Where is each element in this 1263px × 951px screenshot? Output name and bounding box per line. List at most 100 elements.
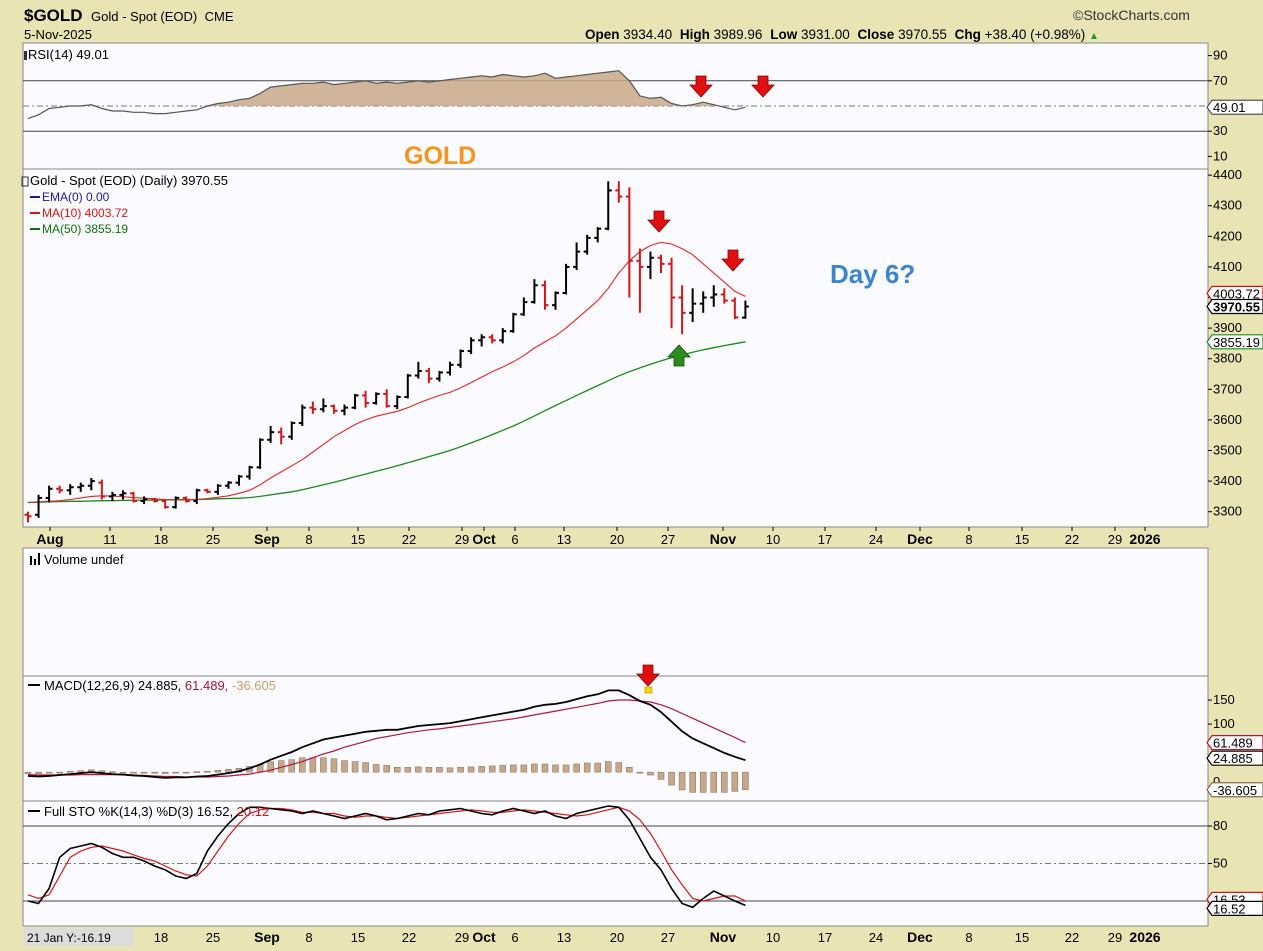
sto-k-tag-box (1206, 900, 1263, 916)
rsi-line (27, 70, 746, 120)
macd-histogram-bar (415, 766, 422, 773)
x-tick-label: 13 (557, 532, 571, 547)
ma10-legend: MA(10) 4003.72 (42, 206, 128, 220)
x-tick-label-bottom: 25 (206, 930, 220, 945)
price-tick-label: 3800 (1213, 351, 1242, 366)
x-tick-label: 25 (206, 532, 220, 547)
macd-histogram-bar (594, 762, 601, 773)
rsi-down-arrow-icon (689, 75, 713, 98)
price-tick-label: 3600 (1213, 412, 1242, 427)
sto-chart: 80 50 (23, 805, 1227, 909)
readout-box (24, 928, 134, 946)
x-axis: Aug111118182525SepSep88151522222929OctOc… (36, 527, 1161, 945)
bar-chart-icon (21, 176, 29, 187)
x-tick-label-bottom: 6 (511, 930, 518, 945)
x-tick-label-bottom: 22 (1065, 930, 1079, 945)
high-value: 3989.96 (713, 27, 763, 42)
price-tick-label: 4300 (1213, 198, 1242, 213)
macd-histogram-bar (299, 757, 306, 773)
macd-legend-a: MACD(12,26,9) 24.885, (44, 678, 181, 693)
close-value-tag-text: 3970.55 (1213, 300, 1260, 315)
high-label: High (679, 27, 710, 42)
macd-histogram-bar (372, 764, 380, 773)
sto-legend-a: Full STO %K(14,3) %D(3) 16.52, (44, 804, 233, 819)
x-tick-label: 29 (1108, 532, 1122, 547)
macd-histogram-bar (362, 762, 369, 773)
rsi-value-tag-box (1206, 99, 1263, 115)
rsi-chart: 9070503010 (23, 48, 1227, 163)
macd-histogram-bar (140, 771, 148, 774)
price-up-arrow-icon (667, 344, 691, 367)
x-tick-label-bottom: 18 (154, 930, 168, 945)
macd-histogram-bar (351, 761, 359, 773)
volume-icon (34, 559, 36, 565)
macd-value-tag-text: 24.885 (1213, 751, 1253, 766)
close-value: 3970.55 (898, 27, 947, 42)
x-tick-label: Sep (254, 531, 280, 547)
x-tick-label-bottom: 29 (1108, 930, 1122, 945)
macd-histogram-bar (330, 758, 338, 773)
symbol[interactable]: $GOLD (24, 6, 83, 25)
sto-k-line (27, 805, 746, 909)
x-tick-label: Nov (710, 531, 737, 547)
x-tick-label: 22 (402, 532, 416, 547)
ma10-value-tag-text: 4003.72 (1213, 286, 1260, 301)
macd-histogram-bar (77, 770, 84, 773)
x-tick-label-bottom: Nov (710, 929, 737, 945)
macd-histogram-bar (288, 759, 295, 773)
macd-panel (22, 675, 1209, 802)
sto-tick-label: 80 (1213, 818, 1227, 833)
x-tick-label-bottom: 8 (305, 930, 312, 945)
macd-legend-b: 61.489, (181, 678, 228, 693)
chg-label: Chg (954, 27, 981, 42)
macd-histogram-bar (309, 757, 317, 773)
macd-histogram-bar (35, 771, 42, 774)
rsi-tick-label: 30 (1213, 123, 1227, 138)
price-down-arrow-icon (647, 210, 671, 233)
macd-histogram-bar (119, 771, 127, 774)
ema-legend: EMA(0) 0.00 (42, 190, 110, 204)
x-tick-label-bottom: 29 (455, 930, 469, 945)
chart-header: $GOLD Gold - Spot (EOD) CME (24, 6, 234, 26)
x-tick-label: 29 (455, 532, 469, 547)
x-tick-label-bottom: 24 (869, 930, 883, 945)
rsi-tick-label: 10 (1213, 148, 1227, 163)
up-triangle-icon: ▲ (1089, 31, 1099, 42)
copyright[interactable]: ©StockCharts.com (1073, 7, 1190, 23)
x-tick-label: 22 (1065, 532, 1079, 547)
x-tick-label: 17 (818, 532, 832, 547)
macd-histogram-bar (488, 765, 496, 773)
macd-histogram-bar (66, 770, 74, 773)
x-tick-label: 11 (103, 532, 117, 547)
x-tick-label-bottom: 2026 (1129, 929, 1160, 945)
macd-histogram-bar (583, 762, 591, 773)
price-tick-label: 3700 (1213, 381, 1242, 396)
price-tick-label: 4200 (1213, 228, 1242, 243)
macd-histogram-bar (615, 762, 623, 773)
ma10-value-tag-box (1206, 285, 1263, 301)
price-legend: Gold - Spot (EOD) (Daily) 3970.55 (30, 173, 228, 188)
chart-date: 5-Nov-2025 (24, 27, 92, 42)
x-tick-label-bottom: Oct (472, 929, 496, 945)
macd-histogram-bar (225, 769, 232, 773)
rsi-down-arrow-icon (751, 75, 775, 98)
macd-histogram-bar (267, 761, 274, 773)
macd-hist-tag-text: -36.605 (1213, 783, 1257, 798)
macd-histogram-bar (446, 767, 454, 773)
ma10-line (27, 241, 746, 504)
macd-legend-c: -36.605 (228, 678, 276, 693)
x-tick-label: 10 (766, 532, 780, 547)
low-label: Low (770, 27, 798, 42)
macd-histogram-bar (214, 769, 222, 773)
macd-signal-tag-box (1206, 734, 1263, 751)
x-tick-label: 8 (965, 532, 972, 547)
macd-histogram-bar (394, 767, 401, 773)
macd-histogram-bar (562, 764, 570, 773)
close-value-tag-box (1206, 298, 1263, 315)
macd-histogram-bar (636, 771, 644, 774)
x-tick-label-bottom: 13 (557, 930, 571, 945)
macd-histogram-bar (183, 771, 190, 774)
macd-histogram-bar (109, 771, 116, 773)
ma50-line (27, 341, 746, 504)
